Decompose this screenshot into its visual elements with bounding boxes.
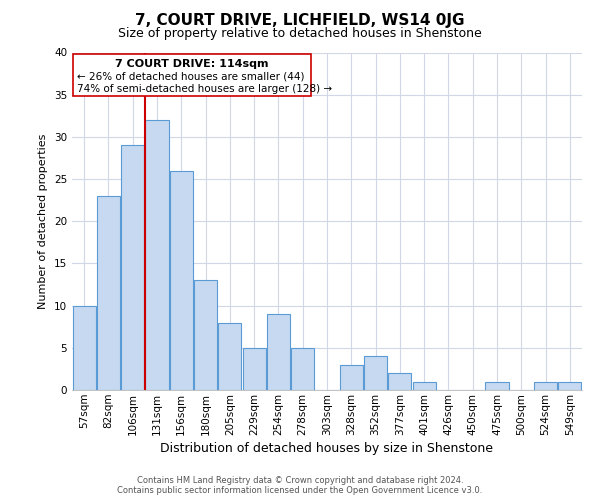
- FancyBboxPatch shape: [73, 54, 311, 96]
- Bar: [388, 373, 412, 390]
- Bar: [485, 382, 509, 390]
- Text: Size of property relative to detached houses in Shenstone: Size of property relative to detached ho…: [118, 28, 482, 40]
- Text: 7, COURT DRIVE, LICHFIELD, WS14 0JG: 7, COURT DRIVE, LICHFIELD, WS14 0JG: [135, 12, 465, 28]
- Bar: [121, 146, 144, 390]
- Bar: [170, 170, 193, 390]
- Bar: [97, 196, 120, 390]
- Bar: [242, 348, 266, 390]
- Text: 7 COURT DRIVE: 114sqm: 7 COURT DRIVE: 114sqm: [115, 60, 269, 70]
- Bar: [194, 280, 217, 390]
- Bar: [267, 314, 290, 390]
- Bar: [413, 382, 436, 390]
- Bar: [218, 322, 241, 390]
- Bar: [364, 356, 387, 390]
- Bar: [291, 348, 314, 390]
- Bar: [145, 120, 169, 390]
- X-axis label: Distribution of detached houses by size in Shenstone: Distribution of detached houses by size …: [161, 442, 493, 455]
- Bar: [73, 306, 95, 390]
- Text: ← 26% of detached houses are smaller (44): ← 26% of detached houses are smaller (44…: [77, 71, 304, 81]
- Bar: [559, 382, 581, 390]
- Y-axis label: Number of detached properties: Number of detached properties: [38, 134, 49, 309]
- Text: 74% of semi-detached houses are larger (128) →: 74% of semi-detached houses are larger (…: [77, 84, 332, 94]
- Bar: [340, 364, 363, 390]
- Bar: [534, 382, 557, 390]
- Text: Contains HM Land Registry data © Crown copyright and database right 2024.
Contai: Contains HM Land Registry data © Crown c…: [118, 476, 482, 495]
